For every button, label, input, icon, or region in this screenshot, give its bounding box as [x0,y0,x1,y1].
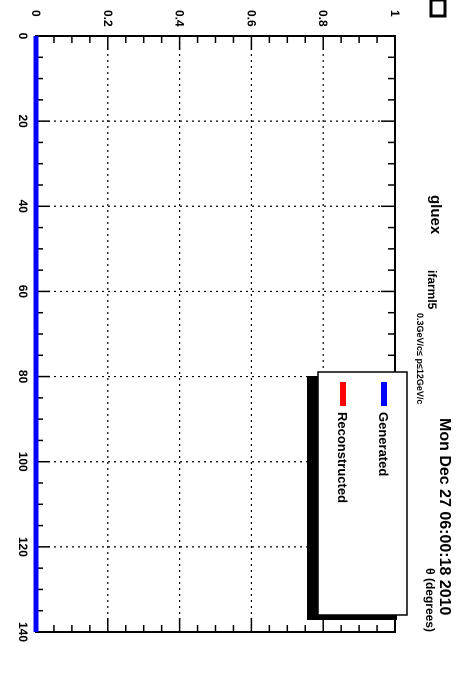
y-tick-label: 0.2 [101,10,115,27]
legend-marker-generated [381,382,387,406]
legend: Generated Reconstructed [307,371,408,620]
x-tick-label: 120 [16,537,30,557]
x-axis-label: θ (degrees) [423,568,437,632]
y-tick-label: 1 [388,10,402,17]
x-tick-label: 100 [16,452,30,472]
y-tick-label: 0.4 [173,10,187,27]
legend-box [317,371,408,616]
y-tick-label: 0.8 [316,10,330,27]
y-tick-label: 0 [29,10,43,17]
user-label: gluex [427,195,444,235]
x-tick-label: 140 [16,622,30,642]
tick-labels: 0 20 40 60 80 100 120 140 0 0.2 0.4 0.6 0.8 1 [16,10,402,642]
host-label: ifarml5 [425,270,439,310]
legend-label-generated: Generated [376,412,391,476]
legend-marker-reconstructed [340,382,346,406]
x-tick-label: 80 [16,370,30,384]
y-tick-label: 0.6 [244,10,258,27]
x-tick-label: 40 [16,200,30,214]
x-tick-label: 60 [16,285,30,299]
momentum-cut-label: 0.3GeV/c≤ p≤12GeV/c [415,313,425,404]
x-tick-label: 0 [16,33,30,40]
x-tick-label: 20 [16,114,30,128]
legend-label-reconstructed: Reconstructed [335,412,350,503]
timestamp-label: Mon Dec 27 06:00:18 2010 [436,418,453,616]
corner-frame-icon [429,0,447,18]
